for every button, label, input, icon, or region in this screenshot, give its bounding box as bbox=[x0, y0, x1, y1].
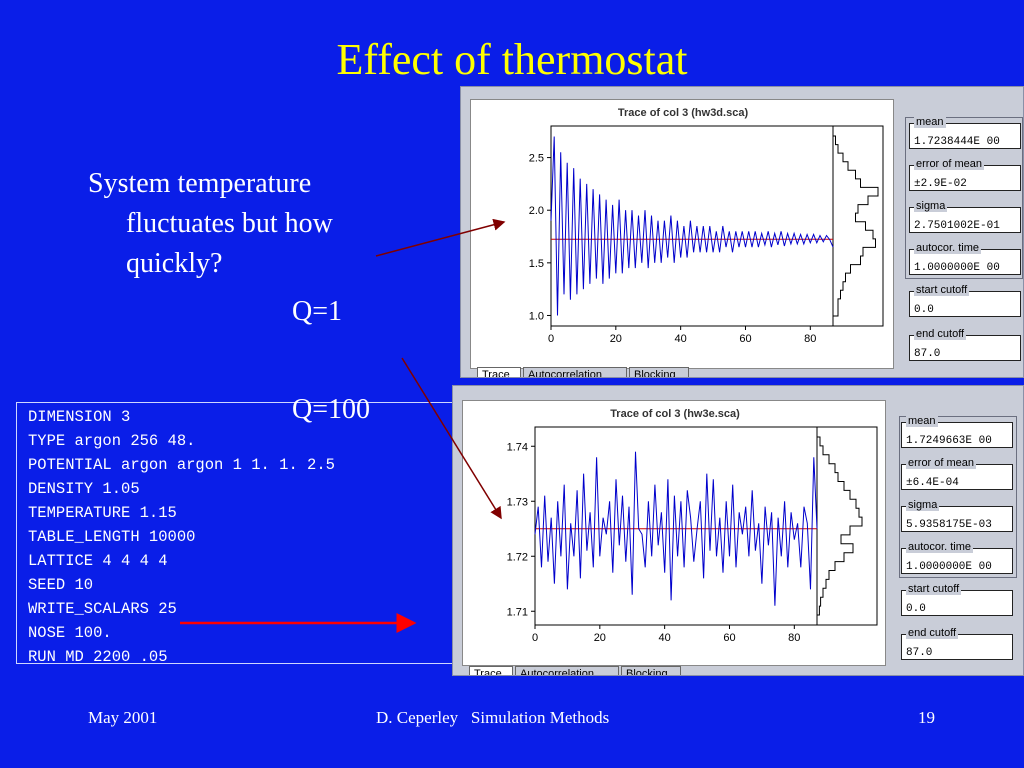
stat-value: 5.9358175E-03 bbox=[906, 519, 992, 531]
y-tick-label: 1.72 bbox=[507, 551, 528, 563]
x-tick-label: 20 bbox=[610, 333, 622, 345]
trace-plot-area: Trace of col 3 (hw3d.sca) 1.0 1.5 2.0 2.5 0 2… bbox=[470, 99, 894, 369]
stat-value: 1.7238444E 00 bbox=[914, 136, 1000, 148]
stat-label: end cutoff bbox=[906, 627, 959, 639]
trace-chart-q100: Trace of col 3 (hw3e.sca) 1.71 1.72 1.73 1.… bbox=[507, 408, 878, 644]
stats-group bbox=[905, 117, 1023, 279]
stat-value: 87.0 bbox=[914, 348, 941, 360]
histogram-bars bbox=[817, 436, 863, 616]
input-line: DIMENSION 3 bbox=[28, 408, 131, 426]
y-tick-label: 1.73 bbox=[507, 496, 528, 508]
input-line: TEMPERATURE 1.15 bbox=[28, 504, 177, 522]
stat-value: 0.0 bbox=[906, 603, 926, 615]
stat-label: autocor. time bbox=[906, 541, 973, 553]
y-tick-label: 1.5 bbox=[529, 258, 544, 270]
label-q100: Q=100 bbox=[292, 394, 371, 425]
stat-value: 1.0000000E 00 bbox=[914, 262, 1000, 274]
stat-label: end cutoff bbox=[914, 328, 967, 340]
x-tick-label: 80 bbox=[804, 333, 816, 345]
x-tick-label: 60 bbox=[739, 333, 751, 345]
y-tick-label: 2.5 bbox=[529, 153, 544, 165]
stat-label: start cutoff bbox=[914, 284, 970, 296]
stat-value: 1.7249663E 00 bbox=[906, 435, 992, 447]
stat-label: sigma bbox=[914, 200, 948, 212]
plot-frame bbox=[534, 426, 878, 626]
stat-end-cutoff[interactable]: end cutoff 87.0 bbox=[901, 627, 1013, 660]
trace-series-line bbox=[550, 136, 834, 316]
input-line: TYPE argon 256 48. bbox=[28, 432, 196, 450]
stat-error-of-mean: error of mean ±2.9E-02 bbox=[909, 158, 1021, 191]
input-line: TABLE_LENGTH 10000 bbox=[28, 528, 196, 546]
footer-page-number: 19 bbox=[918, 708, 935, 727]
stat-label: mean bbox=[906, 415, 938, 427]
trace-panel-q1: Trace of col 3 (hw3d.sca) 1.0 1.5 2.0 2.5 0 2… bbox=[460, 86, 1024, 378]
stat-autocor-time: autocor. time 1.0000000E 00 bbox=[901, 541, 1013, 574]
stats-group bbox=[899, 416, 1017, 578]
stat-label: start cutoff bbox=[906, 583, 962, 595]
trace-panel-q100: Trace of col 3 (hw3e.sca) 1.71 1.72 1.73 1.… bbox=[452, 385, 1024, 676]
tab-autocorrelation[interactable]: Autocorrelation bbox=[515, 666, 619, 675]
y-tick-label: 1.0 bbox=[529, 310, 544, 322]
stat-value: 87.0 bbox=[906, 647, 933, 659]
input-file-box: DIMENSION 3 TYPE argon 256 48. POTENTIAL… bbox=[16, 402, 456, 666]
y-tick-label: 1.74 bbox=[507, 441, 528, 453]
stat-autocor-time: autocor. time 1.0000000E 00 bbox=[909, 242, 1021, 275]
tab-autocorrelation[interactable]: Autocorrelation bbox=[523, 367, 627, 377]
chart-title: Trace of col 3 (hw3e.sca) bbox=[610, 408, 740, 420]
stat-value: ±6.4E-04 bbox=[906, 477, 959, 489]
tab-trace[interactable]: Trace bbox=[477, 367, 521, 377]
input-line: LATTICE 4 4 4 4 bbox=[28, 552, 168, 570]
label-q1: Q=1 bbox=[292, 296, 343, 327]
stat-label: sigma bbox=[906, 499, 940, 511]
stat-mean: mean 1.7249663E 00 bbox=[901, 415, 1013, 448]
stat-value: ±2.9E-02 bbox=[914, 178, 967, 190]
tab-trace[interactable]: Trace bbox=[469, 666, 513, 675]
bullet-line: fluctuates but how bbox=[126, 208, 333, 239]
input-line: WRITE_SCALARS 25 bbox=[28, 600, 177, 618]
trace-series-line bbox=[534, 451, 818, 606]
input-line: NOSE 100. bbox=[28, 624, 112, 642]
plot-frame bbox=[550, 125, 884, 327]
x-tick-label: 0 bbox=[532, 632, 538, 644]
trace-plot-area: Trace of col 3 (hw3e.sca) 1.71 1.72 1.73 1.… bbox=[462, 400, 886, 666]
tab-blocking[interactable]: Blocking bbox=[621, 666, 681, 675]
stat-label: error of mean bbox=[914, 158, 985, 170]
stat-start-cutoff[interactable]: start cutoff 0.0 bbox=[909, 284, 1021, 317]
bullet-text: System temperature fluctuates but how qu… bbox=[88, 164, 388, 284]
stat-label: mean bbox=[914, 116, 946, 128]
stat-value: 2.7501002E-01 bbox=[914, 220, 1000, 232]
chart-title: Trace of col 3 (hw3d.sca) bbox=[618, 107, 749, 119]
bullet-line: quickly? bbox=[126, 248, 223, 279]
y-tick-label: 1.71 bbox=[507, 606, 528, 618]
stat-value: 0.0 bbox=[914, 304, 934, 316]
bullet-line: System temperature bbox=[88, 168, 312, 199]
x-tick-label: 40 bbox=[675, 333, 687, 345]
input-line: RUN MD 2200 .05 bbox=[28, 648, 168, 666]
y-tick-label: 2.0 bbox=[529, 205, 544, 217]
stat-end-cutoff[interactable]: end cutoff 87.0 bbox=[909, 328, 1021, 361]
x-tick-label: 60 bbox=[723, 632, 735, 644]
x-tick-label: 20 bbox=[594, 632, 606, 644]
slide-title: Effect of thermostat bbox=[336, 35, 688, 84]
stat-mean: mean 1.7238444E 00 bbox=[909, 116, 1021, 149]
histogram-bars bbox=[833, 135, 879, 317]
stat-error-of-mean: error of mean ±6.4E-04 bbox=[901, 457, 1013, 490]
stat-start-cutoff[interactable]: start cutoff 0.0 bbox=[901, 583, 1013, 616]
x-tick-label: 80 bbox=[788, 632, 800, 644]
stat-value: 1.0000000E 00 bbox=[906, 561, 992, 573]
stat-sigma: sigma 2.7501002E-01 bbox=[909, 200, 1021, 233]
footer-date: May 2001 bbox=[88, 708, 158, 727]
x-tick-label: 40 bbox=[659, 632, 671, 644]
stat-label: autocor. time bbox=[914, 242, 981, 254]
tab-blocking[interactable]: Blocking bbox=[629, 367, 689, 377]
input-line: SEED 10 bbox=[28, 576, 94, 594]
input-line: DENSITY 1.05 bbox=[28, 480, 140, 498]
trace-chart-q1: Trace of col 3 (hw3d.sca) 1.0 1.5 2.0 2.5 0 2… bbox=[529, 107, 884, 345]
input-line: POTENTIAL argon argon 1 1. 1. 2.5 bbox=[28, 456, 335, 474]
stat-sigma: sigma 5.9358175E-03 bbox=[901, 499, 1013, 532]
footer-center: D. Ceperley Simulation Methods bbox=[376, 708, 610, 727]
stat-label: error of mean bbox=[906, 457, 977, 469]
x-tick-label: 0 bbox=[548, 333, 554, 345]
